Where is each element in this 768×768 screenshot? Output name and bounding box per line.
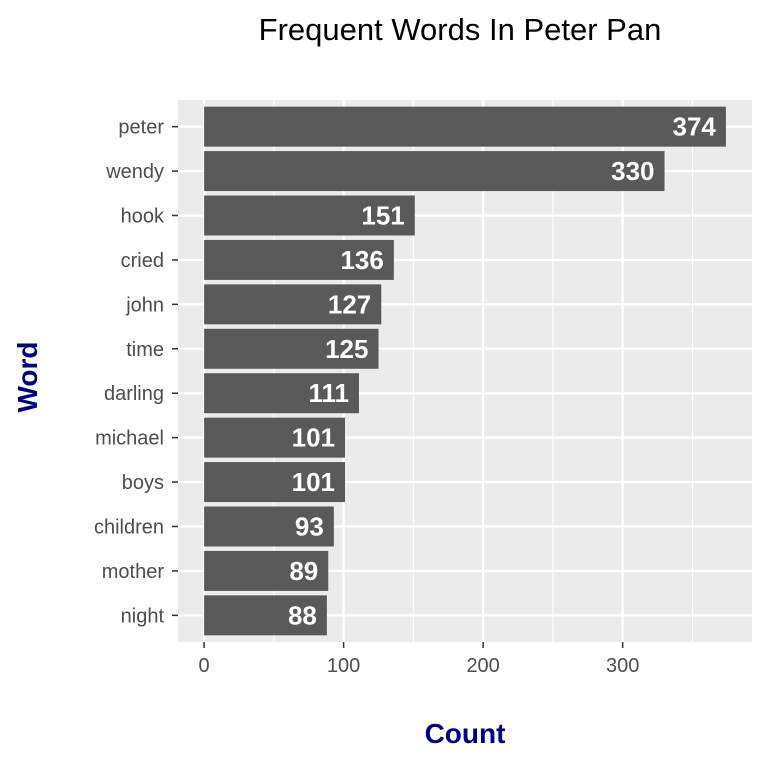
bar-cried <box>204 239 394 280</box>
data-label-night: 88 <box>288 600 317 630</box>
y-tick-label: cried <box>121 250 164 272</box>
data-label-hook: 151 <box>361 201 404 231</box>
data-label-john: 127 <box>328 289 371 319</box>
x-tick-label: 100 <box>327 655 360 677</box>
bar-data-labels: 374 330 151 136 127 125 111 101 101 93 89 88 <box>288 112 716 631</box>
y-tick-label: michael <box>95 428 164 450</box>
y-tick-label: time <box>126 339 164 361</box>
y-tick-label: hook <box>121 206 165 228</box>
bar-night <box>204 595 327 636</box>
bar-peter <box>204 106 726 147</box>
y-tick-label: children <box>94 516 164 538</box>
data-label-mother: 89 <box>289 556 318 586</box>
bar-time <box>204 328 379 369</box>
y-tick-label: mother <box>102 561 165 583</box>
data-label-cried: 136 <box>340 245 383 275</box>
bar-children <box>204 506 334 547</box>
y-tick-label: wendy <box>105 161 164 183</box>
bar-darling <box>204 373 359 414</box>
data-label-darling: 111 <box>308 378 349 408</box>
x-tick-label: 300 <box>606 655 639 677</box>
x-tick-label: 200 <box>466 655 499 677</box>
x-axis-title: Count <box>424 718 506 749</box>
bar-hook <box>204 195 415 236</box>
y-axis: peter wendy hook cried john time darling michae… <box>94 117 178 627</box>
y-tick-label: peter <box>118 117 164 139</box>
data-label-michael: 101 <box>292 423 335 453</box>
x-tick-label: 0 <box>199 655 210 677</box>
bar-boys <box>204 462 346 503</box>
y-tick-label: john <box>125 294 164 316</box>
data-label-children: 93 <box>295 511 324 541</box>
y-tick-label: boys <box>122 472 164 494</box>
y-tick-label: darling <box>104 383 164 405</box>
y-tick-label: night <box>121 605 165 627</box>
data-label-boys: 101 <box>292 467 335 497</box>
chart-title: Frequent Words In Peter Pan <box>258 12 662 47</box>
data-label-wendy: 330 <box>611 156 654 186</box>
bar-michael <box>204 417 346 458</box>
bar-wendy <box>204 151 665 192</box>
y-axis-title: Word <box>12 341 43 413</box>
bar-john <box>204 284 382 325</box>
x-axis: 0 100 200 300 <box>199 642 639 677</box>
data-label-peter: 374 <box>673 112 717 142</box>
data-label-time: 125 <box>325 334 368 364</box>
bar-mother <box>204 550 329 591</box>
bar-series <box>204 106 726 636</box>
